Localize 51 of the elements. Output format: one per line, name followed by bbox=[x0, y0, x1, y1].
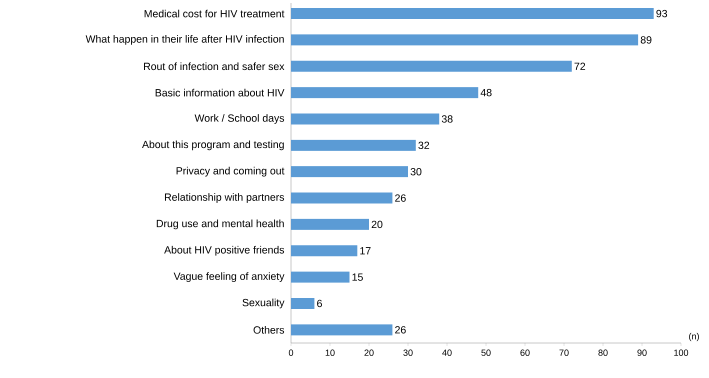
bar bbox=[291, 192, 392, 204]
bar bbox=[291, 166, 408, 178]
y-tick-label: Vague feeling of anxiety bbox=[174, 272, 284, 282]
x-tick-label: 40 bbox=[442, 350, 452, 356]
data-label: 26 bbox=[395, 194, 406, 202]
y-tick-label: About HIV positive friends bbox=[164, 246, 284, 256]
data-label: 20 bbox=[372, 220, 382, 228]
bar bbox=[291, 60, 572, 72]
y-tick-label: Privacy and coming out bbox=[176, 166, 284, 177]
data-label: 48 bbox=[480, 88, 492, 96]
data-label: 72 bbox=[574, 62, 586, 70]
bar bbox=[291, 34, 638, 46]
bar bbox=[291, 298, 314, 309]
x-tick-label: 90 bbox=[637, 350, 647, 356]
y-tick-label: About this program and testing bbox=[142, 140, 284, 150]
y-tick-label: Rout of infection and safer sex bbox=[144, 62, 284, 70]
data-label: 30 bbox=[410, 168, 422, 176]
x-axis-title: (n) bbox=[689, 332, 699, 342]
bar bbox=[291, 324, 392, 336]
y-tick-label: Medical cost for HIV treatment bbox=[144, 10, 284, 18]
data-label: 93 bbox=[656, 10, 668, 18]
bar bbox=[291, 218, 370, 230]
x-tick-label: 80 bbox=[598, 350, 608, 356]
y-tick-label: Work / School days bbox=[194, 114, 284, 124]
x-tick-label: 20 bbox=[364, 350, 374, 356]
bar bbox=[291, 87, 478, 98]
x-tick-label: 60 bbox=[520, 350, 530, 356]
bar bbox=[291, 140, 416, 151]
data-label: 32 bbox=[418, 142, 430, 150]
y-tick-label: Sexuality bbox=[242, 298, 284, 308]
x-tick-label: 10 bbox=[326, 350, 335, 356]
data-label: 15 bbox=[352, 273, 363, 281]
bar bbox=[291, 113, 440, 124]
y-tick-label: Others bbox=[254, 326, 284, 334]
data-label: 17 bbox=[360, 247, 371, 254]
bar bbox=[291, 245, 358, 256]
data-label: 26 bbox=[395, 326, 406, 334]
x-tick-label: 100 bbox=[674, 350, 688, 356]
bar bbox=[291, 272, 350, 283]
data-label: 6 bbox=[317, 300, 322, 308]
y-tick-label: Basic information about HIV bbox=[156, 88, 284, 96]
data-label: 89 bbox=[640, 36, 652, 44]
y-tick-label: What happen in their life after HIV infection bbox=[86, 35, 284, 45]
x-tick-label: 70 bbox=[559, 350, 569, 356]
bar bbox=[291, 8, 654, 20]
x-tick-label: 50 bbox=[481, 350, 491, 356]
x-tick-label: 30 bbox=[403, 350, 413, 356]
data-label: 38 bbox=[442, 115, 453, 123]
x-tick-label: 0 bbox=[288, 350, 294, 356]
y-tick-label: Drug use and mental health bbox=[156, 220, 284, 230]
y-tick-label: Relationship with partners bbox=[164, 193, 284, 203]
